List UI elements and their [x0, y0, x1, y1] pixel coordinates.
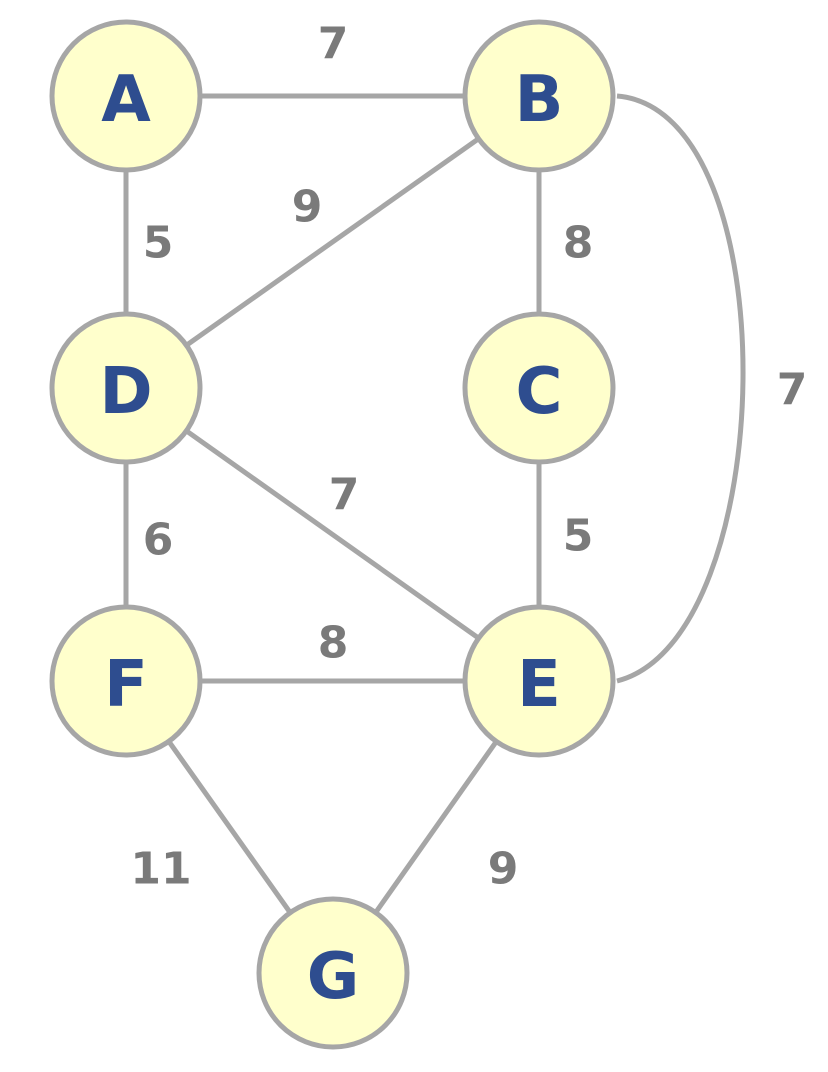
edge-weight-c-e: 5 [563, 511, 594, 562]
edge-weight-b-e: 7 [777, 365, 808, 416]
node-e: E [462, 604, 616, 758]
node-circle-d [49, 311, 203, 465]
node-circle-f [49, 604, 203, 758]
node-c: C [462, 311, 616, 465]
edge-weight-b-d: 9 [292, 182, 323, 233]
edge-b-d [124, 93, 541, 391]
edge-b-e [616, 93, 746, 684]
node-label-d: D [99, 355, 152, 429]
edge-weight-f-g: 11 [130, 844, 191, 895]
node-label-f: F [104, 648, 148, 722]
edge-weight-a-b: 7 [318, 19, 349, 70]
edge-weight-d-f: 6 [143, 515, 174, 566]
edge-weight-d-e: 7 [329, 470, 360, 521]
edges-layer [123, 93, 746, 975]
node-d: D [49, 311, 203, 465]
node-label-b: B [515, 63, 564, 137]
node-label-a: A [101, 63, 151, 137]
node-circle-e [462, 604, 616, 758]
node-circle-b [462, 19, 616, 173]
node-f: F [49, 604, 203, 758]
edge-weight-a-d: 5 [143, 218, 174, 269]
nodes-layer: A B C D E F G [49, 19, 616, 1050]
node-circle-g [256, 896, 410, 1050]
edge-weight-b-c: 8 [563, 218, 594, 269]
edge-d-e [124, 385, 541, 684]
node-label-e: E [517, 648, 561, 722]
node-label-g: G [307, 940, 360, 1014]
node-g: G [256, 896, 410, 1050]
edge-weight-f-e: 8 [318, 618, 349, 669]
node-circle-c [462, 311, 616, 465]
edge-weight-e-g: 9 [488, 844, 519, 895]
node-circle-a [49, 19, 203, 173]
weights-layer: 7 5 9 8 7 5 7 6 8 11 9 [130, 19, 807, 895]
node-label-c: C [516, 355, 563, 429]
node-b: B [462, 19, 616, 173]
node-a: A [49, 19, 203, 173]
